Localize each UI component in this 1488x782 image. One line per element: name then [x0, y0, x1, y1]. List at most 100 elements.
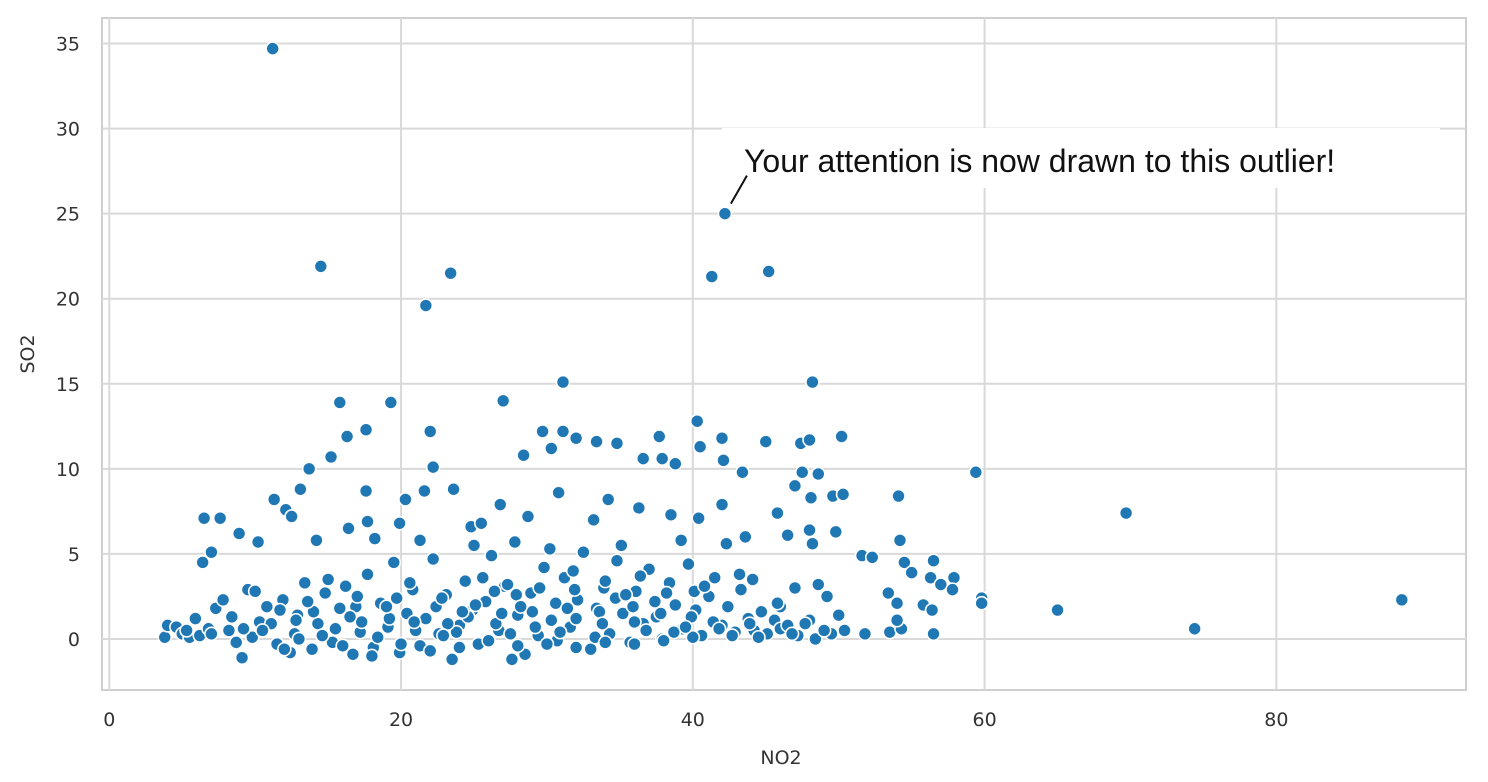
data-point	[707, 570, 723, 586]
data-point	[835, 487, 851, 502]
y-tick-label: 35	[56, 34, 80, 56]
data-point	[507, 534, 523, 550]
data-point	[196, 510, 212, 526]
data-point	[926, 553, 941, 569]
data-point	[443, 265, 458, 281]
data-point	[719, 536, 734, 551]
data-point	[615, 606, 631, 621]
data-point	[802, 432, 817, 448]
data-point	[277, 641, 292, 657]
data-point	[300, 594, 315, 609]
data-point	[332, 395, 348, 410]
data-point	[425, 459, 441, 475]
data-point	[592, 604, 607, 620]
data-point	[714, 430, 730, 446]
data-point	[802, 522, 817, 538]
data-point	[542, 541, 558, 557]
data-point	[293, 481, 308, 497]
data-point	[663, 507, 679, 523]
y-tick-label: 20	[56, 289, 80, 311]
data-point	[889, 612, 905, 628]
data-point	[544, 612, 559, 628]
data-point	[444, 652, 460, 667]
data-point	[402, 575, 418, 591]
data-point	[733, 582, 749, 597]
data-point	[425, 551, 441, 567]
data-point	[535, 424, 550, 439]
data-point	[516, 447, 531, 463]
x-tick-label: 0	[103, 709, 115, 731]
data-points	[157, 41, 1410, 667]
annotation-background	[722, 128, 1440, 188]
data-point	[881, 585, 896, 601]
data-point	[313, 259, 329, 274]
data-point	[349, 589, 365, 604]
data-point	[468, 597, 483, 613]
data-point	[711, 621, 727, 637]
data-point	[724, 628, 740, 643]
data-point	[179, 623, 194, 638]
data-point	[797, 616, 813, 631]
data-point	[897, 555, 912, 570]
data-point	[946, 570, 962, 586]
data-point	[1187, 621, 1202, 637]
data-point	[1394, 592, 1410, 608]
data-point	[492, 497, 508, 512]
x-tick-label: 60	[972, 709, 996, 731]
data-point	[692, 439, 708, 455]
data-point	[212, 510, 228, 526]
data-point	[600, 492, 616, 507]
data-point	[309, 532, 324, 548]
data-point	[314, 628, 330, 643]
data-point	[389, 590, 404, 606]
data-point	[513, 599, 528, 614]
data-point	[717, 206, 733, 221]
data-point	[974, 595, 989, 611]
data-point	[301, 461, 317, 477]
data-point	[787, 478, 803, 494]
data-point	[284, 509, 299, 524]
annotation-text: Your attention is now drawn to this outl…	[744, 143, 1335, 179]
data-point	[317, 585, 333, 601]
data-point	[586, 512, 601, 528]
data-point	[475, 570, 491, 586]
data-point	[358, 483, 374, 499]
data-point	[770, 505, 785, 521]
data-point	[335, 638, 351, 654]
data-point	[406, 614, 422, 630]
data-point	[968, 464, 984, 480]
data-point	[495, 393, 511, 409]
data-point	[627, 636, 642, 652]
data-point	[1050, 602, 1065, 618]
data-point	[338, 578, 353, 594]
data-point	[716, 453, 731, 468]
y-tick-label: 5	[68, 544, 80, 566]
data-point	[332, 601, 348, 616]
data-point	[392, 515, 407, 531]
data-point	[236, 621, 251, 637]
data-point	[678, 619, 693, 635]
data-point	[328, 621, 343, 637]
data-point	[539, 636, 555, 652]
data-point	[595, 616, 610, 631]
data-point	[816, 623, 832, 638]
data-point	[659, 585, 674, 601]
data-point	[864, 550, 880, 565]
data-point	[487, 584, 502, 599]
data-point	[323, 449, 339, 465]
data-point	[583, 641, 599, 657]
data-point	[828, 524, 844, 540]
data-point	[250, 534, 266, 550]
data-point	[697, 578, 712, 594]
data-point	[266, 492, 282, 507]
data-point	[618, 587, 634, 603]
data-point	[544, 441, 559, 456]
data-point	[754, 604, 769, 620]
data-point	[668, 456, 683, 472]
data-point	[370, 629, 386, 645]
data-point	[794, 464, 810, 480]
y-tick-label: 10	[56, 459, 80, 481]
data-point	[532, 580, 547, 596]
y-tick-label: 25	[56, 204, 80, 226]
data-point	[625, 599, 641, 614]
